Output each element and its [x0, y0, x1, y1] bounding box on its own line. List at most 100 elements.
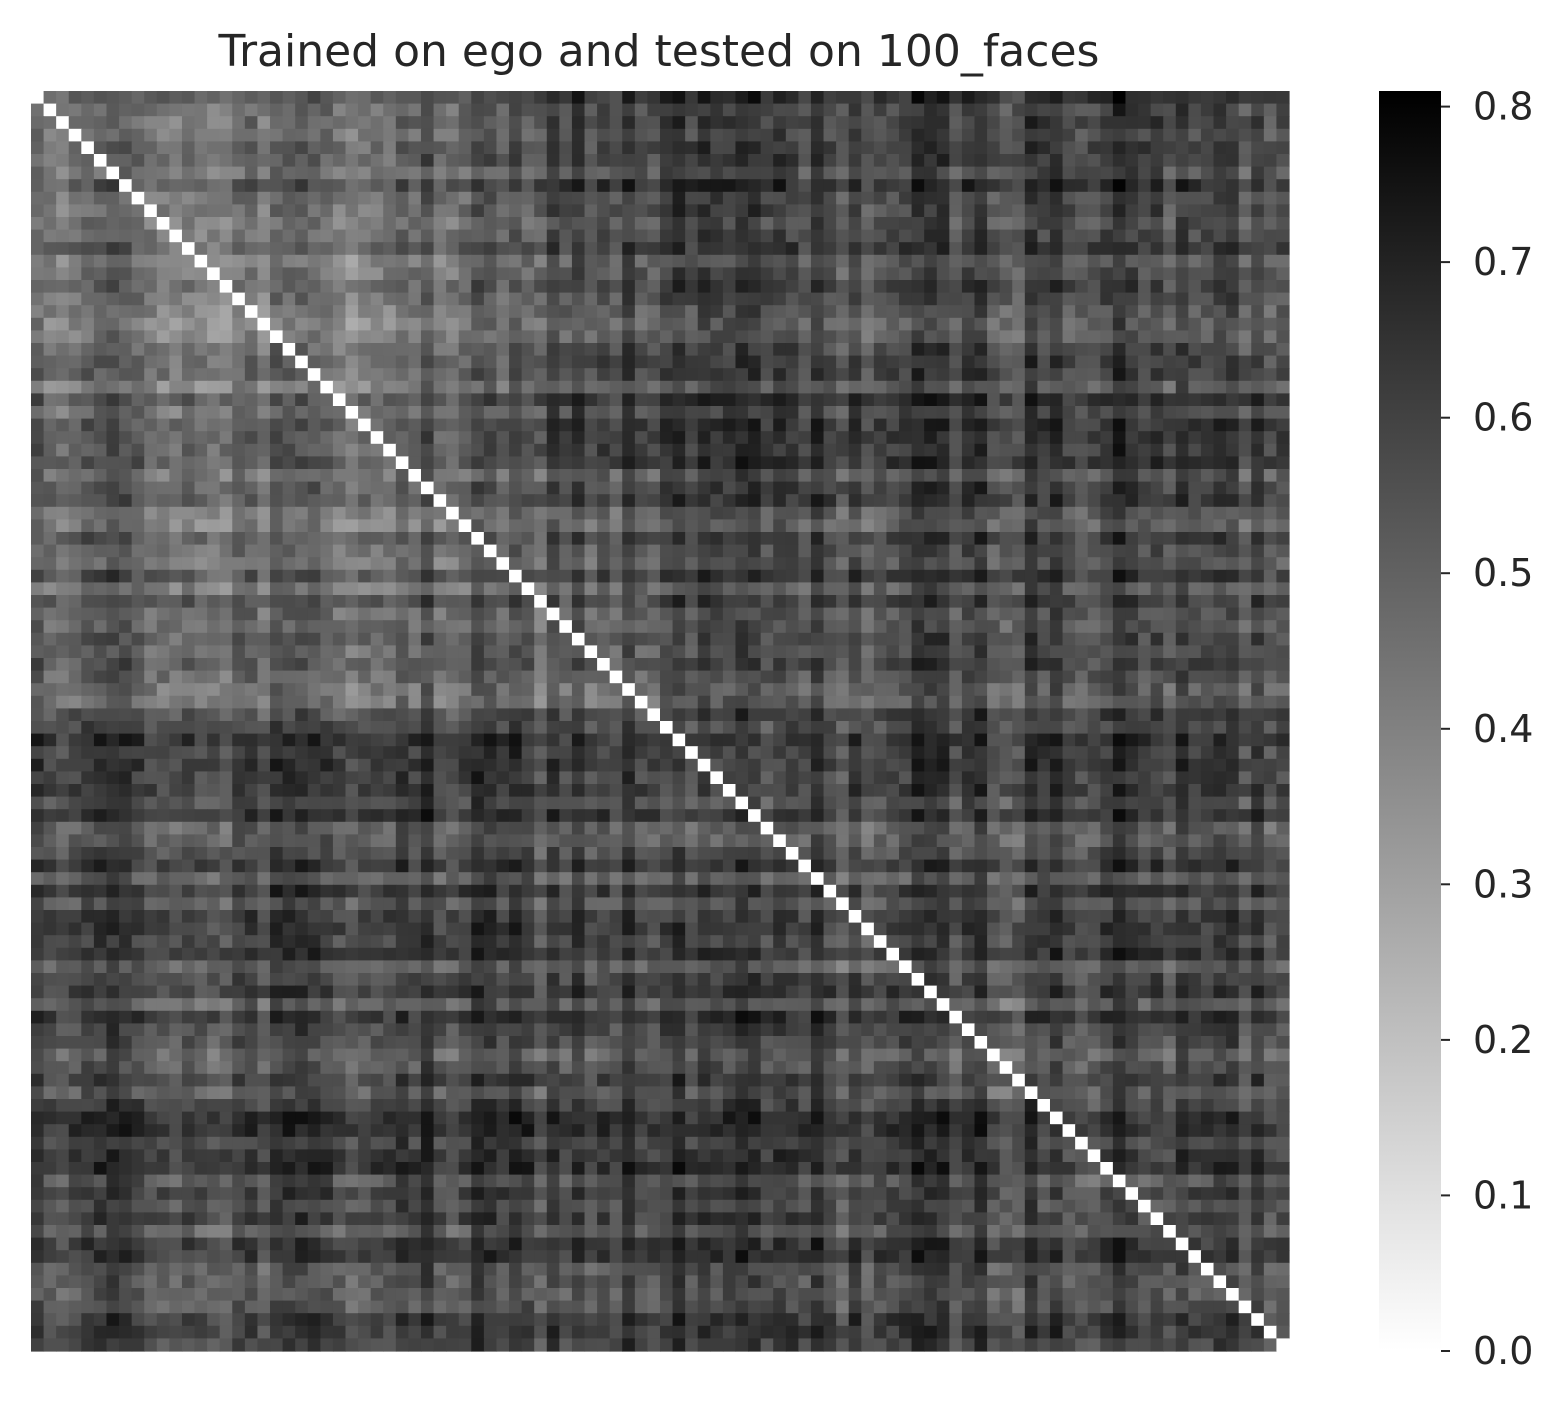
heatmap-cell	[534, 494, 548, 508]
heatmap-cell	[1213, 317, 1227, 331]
heatmap-cell	[320, 418, 334, 432]
heatmap-cell	[446, 481, 460, 495]
heatmap-cell	[31, 431, 45, 445]
heatmap-cell	[899, 632, 913, 646]
heatmap-cell	[106, 469, 120, 483]
heatmap-cell	[358, 128, 372, 142]
heatmap-cell	[886, 292, 900, 306]
heatmap-cell	[433, 330, 447, 344]
heatmap-cell	[270, 443, 284, 457]
heatmap-cell	[999, 128, 1013, 142]
heatmap-cell	[420, 103, 435, 117]
heatmap-cell	[999, 469, 1013, 483]
heatmap-cell	[873, 229, 888, 243]
heatmap-cell	[609, 695, 623, 709]
heatmap-cell	[1226, 393, 1240, 407]
heatmap-cell	[106, 393, 120, 407]
heatmap-cell	[156, 116, 170, 130]
heatmap-cell	[1024, 128, 1038, 142]
heatmap-cell	[961, 317, 976, 331]
heatmap-cell	[597, 708, 611, 722]
heatmap-cell	[433, 582, 447, 596]
heatmap-cell	[1112, 254, 1127, 268]
heatmap-cell	[810, 217, 825, 231]
heatmap-cell	[748, 217, 762, 231]
heatmap-cell	[1012, 481, 1026, 495]
heatmap-cell	[1175, 154, 1189, 168]
heatmap-cell	[395, 204, 409, 218]
heatmap-cell	[873, 569, 888, 583]
heatmap-cell	[181, 582, 196, 596]
heatmap-cell	[169, 645, 183, 659]
heatmap-cell	[660, 569, 674, 583]
heatmap-cell	[383, 317, 397, 331]
heatmap-cell	[446, 569, 460, 583]
heatmap-cell	[836, 456, 850, 470]
heatmap-cell	[848, 582, 862, 596]
heatmap-cell	[295, 620, 309, 634]
heatmap-cell	[961, 683, 976, 697]
heatmap-cell	[886, 103, 900, 117]
heatmap-cell	[458, 292, 472, 306]
heatmap-cell	[810, 292, 825, 306]
heatmap-cell	[1037, 116, 1051, 130]
heatmap-cell	[760, 456, 774, 470]
heatmap-cell	[622, 695, 636, 709]
heatmap-cell	[735, 229, 749, 243]
heatmap-cell	[861, 443, 875, 457]
heatmap-cell	[861, 368, 875, 382]
heatmap-cell	[181, 330, 196, 344]
heatmap-cell	[370, 658, 384, 672]
heatmap-cell	[458, 204, 472, 218]
heatmap-cell	[647, 544, 661, 558]
heatmap-cell	[974, 217, 988, 231]
heatmap-cell	[634, 456, 649, 470]
heatmap-cell	[974, 229, 988, 243]
heatmap-cell	[395, 418, 409, 432]
heatmap-cell	[257, 456, 271, 470]
heatmap-cell	[1251, 393, 1265, 407]
heatmap-cell	[722, 708, 737, 722]
heatmap-cell	[1062, 204, 1076, 218]
heatmap-cell	[836, 368, 850, 382]
heatmap-cell	[848, 569, 862, 583]
heatmap-cell	[144, 330, 158, 344]
heatmap-cell	[748, 506, 762, 520]
heatmap-cell	[106, 343, 120, 357]
heatmap-cell	[1213, 569, 1227, 583]
heatmap-cell	[911, 179, 925, 193]
heatmap-cell	[974, 431, 988, 445]
heatmap-cell	[169, 683, 183, 697]
heatmap-cell	[660, 166, 674, 180]
heatmap-cell	[483, 380, 498, 394]
heatmap-cell	[257, 305, 271, 319]
heatmap-cell	[207, 607, 221, 621]
heatmap-cell	[735, 128, 749, 142]
heatmap-cell	[1062, 658, 1076, 672]
heatmap-cell	[244, 658, 259, 672]
heatmap-cell	[56, 191, 70, 205]
heatmap-cell	[1125, 141, 1139, 155]
heatmap-cell	[93, 204, 108, 218]
heatmap-cell	[1125, 532, 1139, 546]
heatmap-cell	[773, 116, 787, 130]
heatmap-cell	[156, 456, 170, 470]
heatmap-cell	[848, 469, 862, 483]
heatmap-cell	[634, 431, 649, 445]
heatmap-cell	[660, 116, 674, 130]
heatmap-cell	[899, 607, 913, 621]
heatmap-cell	[433, 658, 447, 672]
heatmap-cell	[68, 141, 82, 155]
heatmap-cell	[748, 569, 762, 583]
heatmap-cell	[760, 595, 774, 609]
heatmap-cell	[685, 443, 699, 457]
heatmap-cell	[1138, 393, 1152, 407]
heatmap-cell	[1024, 632, 1038, 646]
heatmap-cell	[571, 557, 586, 571]
heatmap-cell	[622, 658, 636, 672]
heatmap-cell	[559, 229, 573, 243]
heatmap-cell	[156, 544, 170, 558]
heatmap-cell	[471, 154, 485, 168]
heatmap-cell	[1251, 141, 1265, 155]
heatmap-cell	[899, 91, 913, 105]
